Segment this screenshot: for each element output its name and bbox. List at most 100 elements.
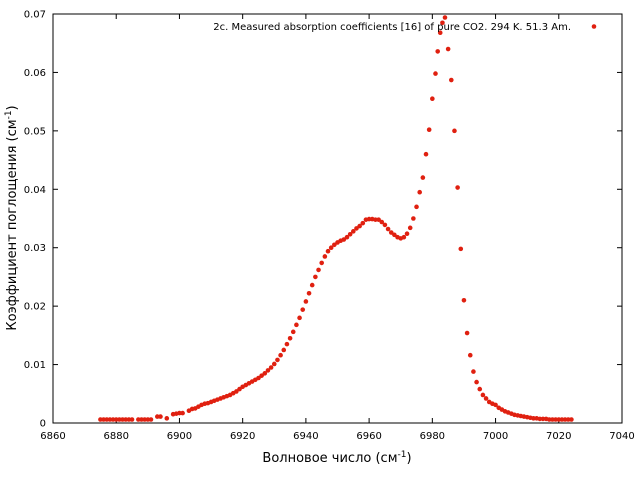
- data-point: [420, 175, 426, 180]
- data-point: [148, 417, 154, 422]
- data-point: [562, 417, 568, 422]
- data-point: [110, 417, 116, 422]
- y-axis-title: Коэффициент поглощения (см-1): [4, 105, 20, 330]
- y-tick-label: 0: [40, 419, 46, 430]
- data-point: [313, 274, 318, 280]
- data-point: [366, 216, 372, 222]
- data-point: [101, 417, 106, 422]
- axis-ticks: 6860 6880 6900 6920 6940 6960 6980 7000 7020 7040…: [24, 10, 635, 443]
- data-point: [426, 127, 432, 132]
- plot-frame: [52, 13, 623, 424]
- y-tick-label: 0.02: [24, 302, 46, 313]
- x-tick-label: 6940: [293, 431, 318, 442]
- data-point: [275, 357, 280, 363]
- data-point: [259, 373, 264, 378]
- data-point: [388, 230, 394, 235]
- data-point: [414, 204, 419, 210]
- data-point: [360, 220, 366, 226]
- data-point: [265, 368, 271, 373]
- data-point: [442, 15, 448, 20]
- data-point: [290, 329, 296, 335]
- y-tick-label: 0.07: [24, 10, 46, 21]
- data-point: [129, 417, 135, 422]
- data-point: [404, 231, 410, 236]
- y-tick-label: 0.06: [24, 68, 46, 79]
- data-point: [546, 417, 552, 422]
- data-point: [437, 30, 443, 35]
- data-point: [136, 417, 141, 422]
- data-point: [113, 417, 119, 422]
- data-point: [411, 216, 416, 221]
- x-tick-label: 6860: [40, 431, 65, 442]
- legend-marker: [591, 24, 597, 29]
- data-point: [556, 417, 562, 422]
- data-point: [559, 417, 565, 422]
- data-point: [98, 417, 103, 422]
- data-point: [382, 222, 388, 228]
- data-point: [550, 417, 555, 422]
- data-point: [354, 226, 359, 231]
- data-point: [341, 237, 347, 242]
- data-point: [123, 417, 129, 422]
- y-tick-label: 0.03: [24, 243, 46, 254]
- data-point: [139, 417, 144, 422]
- x-tick-label: 6880: [103, 431, 128, 442]
- x-tick-label: 6920: [230, 431, 255, 442]
- y-tick-label: 0.04: [24, 185, 46, 196]
- data-point: [483, 396, 489, 401]
- data-point: [423, 151, 429, 157]
- data-point: [278, 352, 283, 358]
- data-point: [452, 128, 457, 134]
- data-point: [373, 217, 378, 222]
- data-point: [120, 417, 125, 422]
- data-point: [268, 365, 274, 370]
- data-point: [440, 20, 445, 26]
- data-point: [177, 410, 182, 416]
- data-point: [316, 267, 321, 273]
- data-point: [142, 417, 147, 422]
- data-point: [306, 290, 312, 296]
- x-axis-title: Волновое число (см-1): [262, 450, 411, 466]
- y-tick-label: 0.01: [24, 360, 46, 371]
- data-point: [319, 260, 324, 266]
- data-point: [435, 49, 441, 54]
- data-point: [145, 417, 151, 422]
- y-tick-label: 0.05: [24, 126, 46, 137]
- data-point: [126, 417, 132, 422]
- data-point: [540, 416, 546, 422]
- data-point: [104, 417, 110, 422]
- data-point: [287, 335, 293, 341]
- x-tick-label: 7040: [609, 431, 634, 442]
- data-point: [281, 347, 287, 353]
- x-tick-label: 7000: [483, 431, 508, 442]
- data-points: [98, 15, 574, 422]
- data-point: [569, 417, 574, 422]
- data-point: [256, 375, 261, 381]
- data-point: [493, 402, 498, 408]
- data-point: [401, 234, 407, 240]
- data-point: [347, 231, 353, 237]
- data-point: [297, 315, 302, 321]
- data-point: [537, 416, 543, 422]
- data-point: [445, 46, 451, 52]
- data-point: [461, 298, 467, 303]
- data-point: [284, 341, 290, 347]
- data-point: [417, 189, 422, 195]
- data-point: [237, 386, 242, 392]
- data-point: [180, 410, 185, 416]
- x-tick-label: 7020: [546, 431, 571, 442]
- data-point: [430, 96, 435, 102]
- data-point: [262, 371, 268, 376]
- data-point: [531, 416, 536, 421]
- data-point: [107, 417, 113, 422]
- data-point: [271, 361, 277, 367]
- x-tick-label: 6900: [167, 431, 192, 442]
- x-tick-label: 6980: [420, 431, 445, 442]
- data-point: [455, 185, 460, 190]
- data-point: [376, 217, 381, 222]
- data-point: [322, 254, 328, 259]
- data-point: [294, 322, 299, 328]
- data-point: [385, 226, 391, 232]
- data-point: [158, 414, 163, 419]
